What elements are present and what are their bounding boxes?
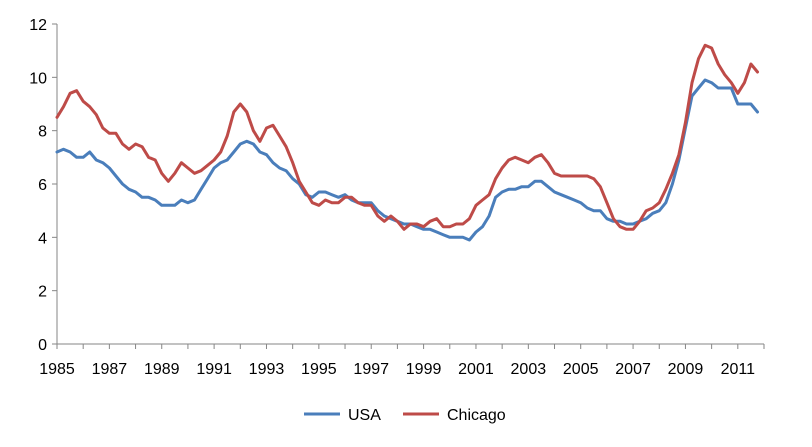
x-tick-label: 2011 — [721, 361, 756, 378]
y-axis-ticks: 0 2 4 6 8 10 12 — [29, 17, 57, 354]
legend-label-chicago: Chicago — [447, 407, 506, 424]
x-tick-label: 1991 — [196, 361, 232, 378]
legend: USA Chicago — [304, 407, 506, 424]
x-tick-label: 2007 — [615, 361, 651, 378]
y-tick-label: 12 — [29, 17, 47, 34]
x-tick-label: 1989 — [144, 361, 180, 378]
x-tick-label: 1995 — [301, 361, 337, 378]
y-tick-label: 8 — [38, 124, 47, 141]
x-tick-label: 2009 — [668, 361, 704, 378]
y-tick-label: 2 — [38, 284, 47, 301]
x-tick-label: 1999 — [406, 361, 442, 378]
x-tick-label: 2003 — [511, 361, 547, 378]
x-tick-label: 1993 — [249, 361, 285, 378]
x-tick-label: 2001 — [458, 361, 494, 378]
y-tick-label: 10 — [29, 70, 47, 87]
y-tick-label: 4 — [38, 230, 47, 247]
x-tick-label: 2005 — [563, 361, 599, 378]
legend-label-usa: USA — [348, 407, 381, 424]
x-tick-label: 1985 — [39, 361, 75, 378]
y-tick-label: 0 — [38, 337, 47, 354]
x-tick-label: 1997 — [353, 361, 389, 378]
y-tick-label: 6 — [38, 177, 47, 194]
series-line-chicago — [55, 43, 759, 231]
x-tick-label: 1987 — [92, 361, 128, 378]
series-line-usa — [55, 78, 759, 242]
x-axis-ticks: 1985 1987 1989 1991 1993 1995 1997 1999 2001 2003… — [39, 344, 765, 378]
series-lines — [55, 43, 759, 242]
